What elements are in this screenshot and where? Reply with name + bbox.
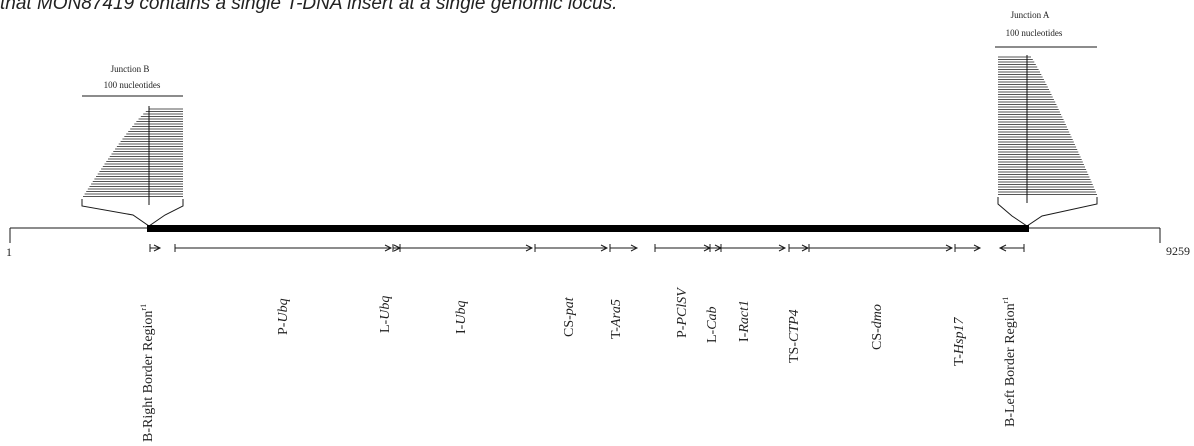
element-label-italic: Ara5: [609, 299, 624, 328]
element-label-0: B-Right Border Regionr1: [139, 304, 156, 442]
element-label-italic: dmo: [870, 304, 885, 328]
figure-caption: that MON87419 contains a single T-DNA in…: [0, 0, 618, 14]
element-label-italic: pat: [562, 296, 577, 316]
element-arrow-head-9: [801, 244, 810, 252]
element-label-7: L-Cab: [705, 306, 720, 343]
scale-start-label: 1: [6, 245, 12, 259]
element-label-italic: PClSV: [675, 287, 690, 327]
element-label-1: P-Ubq: [276, 298, 291, 335]
element-label-prefix: T-: [952, 354, 967, 366]
element-label-prefix: B-Right Border Region: [141, 311, 156, 442]
element-arrow-head-12: [998, 244, 1007, 252]
element-label-superscript: r1: [1001, 297, 1010, 304]
element-label-prefix: CS-: [562, 315, 577, 337]
element-arrows: [149, 244, 1025, 252]
element-label-superscript: r1: [139, 304, 148, 311]
element-label-prefix: I-: [454, 324, 469, 334]
element-label-italic: Ubq: [454, 301, 469, 325]
element-label-prefix: B-Left Border Region: [1003, 303, 1018, 427]
element-label-11: T-Hsp17: [952, 317, 967, 366]
junction-b-bracket: [81, 199, 184, 227]
junction-b-subtitle: 100 nucleotides: [104, 80, 161, 90]
element-arrow-head-0: [153, 244, 162, 252]
element-arrow-head-11: [973, 244, 982, 252]
element-label-prefix: I-: [737, 332, 752, 342]
element-label-prefix: TS-: [787, 342, 802, 363]
element-arrow-head-4: [600, 244, 609, 252]
element-label-prefix: P-: [675, 325, 690, 338]
junction-a-bracket: [997, 197, 1098, 227]
element-label-5: T-Ara5: [609, 299, 624, 339]
element-label-italic: Cab: [705, 306, 720, 329]
element-arrow-head-10: [945, 244, 954, 252]
element-label-2: L-Ubq: [378, 296, 393, 333]
element-label-italic: Hsp17: [952, 317, 967, 356]
element-label-prefix: CS-: [870, 328, 885, 350]
element-label-italic: Ubq: [276, 298, 291, 322]
element-label-3: I-Ubq: [454, 301, 469, 334]
element-labels: B-Right Border Regionr1P-UbqL-UbqI-UbqCS…: [139, 287, 1018, 442]
junction-a-title: Junction A: [1011, 10, 1050, 20]
scale-end-label: 9259: [1166, 244, 1190, 258]
element-label-italic: CTP4: [787, 309, 802, 342]
element-label-prefix: P-: [276, 322, 291, 335]
element-label-12: B-Left Border Regionr1: [1001, 297, 1018, 427]
element-arrow-head-5: [630, 244, 639, 252]
junction-b-sequence-stack: [83, 108, 183, 197]
element-label-8: I-Ract1: [737, 300, 752, 342]
junction-a-subtitle: 100 nucleotides: [1006, 28, 1063, 38]
junction-a-sequence-stack: [998, 56, 1097, 195]
element-label-9: TS-CTP4: [787, 309, 802, 363]
element-label-prefix: L-: [705, 329, 720, 343]
t-dna-insert-bar: [147, 225, 1029, 232]
element-label-prefix: T-: [609, 327, 624, 339]
element-arrow-head-3: [525, 244, 534, 252]
junction-b-title: Junction B: [111, 64, 150, 74]
element-label-10: CS-dmo: [870, 304, 885, 350]
element-arrow-head-8: [778, 244, 787, 252]
element-label-italic: Ubq: [378, 296, 393, 320]
element-arrow-head-1: [384, 244, 393, 252]
element-label-prefix: L-: [378, 319, 393, 333]
element-label-4: CS-pat: [562, 296, 577, 337]
element-label-6: P-PClSV: [675, 287, 690, 338]
element-label-italic: Ract1: [737, 300, 752, 334]
